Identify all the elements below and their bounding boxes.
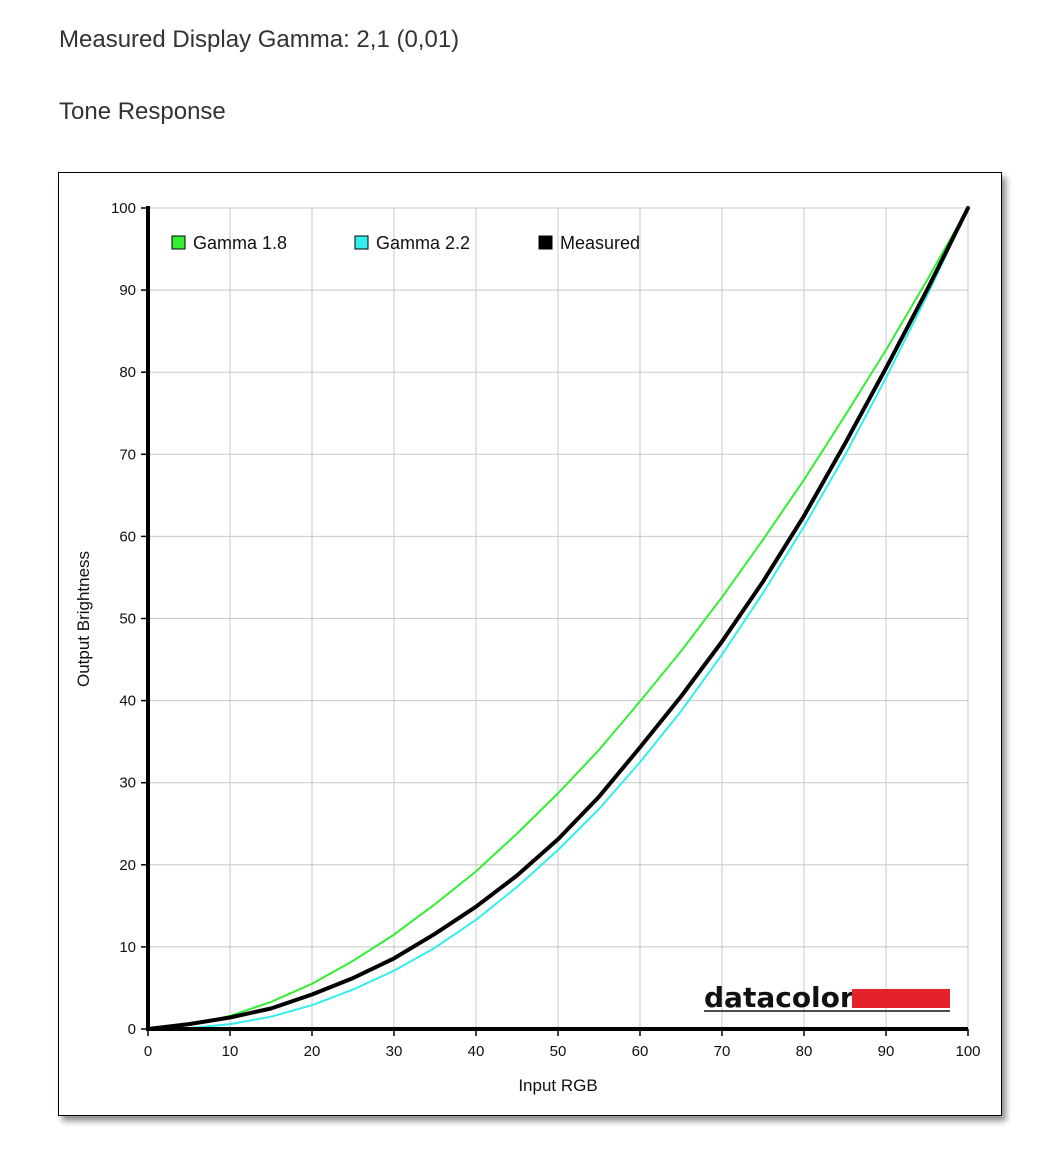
y-tick-label: 40 [119,693,136,710]
series-line-gamma-1-8 [147,207,969,1030]
tone-response-chart: 0 10 20 30 40 50 60 70 80 90 100 0 10 20 30 40 50 60 70 80 9… [58,172,1002,1116]
legend-item: Measured [538,233,640,253]
x-tick-label: 100 [955,1043,980,1060]
series-line-gamma-2-2 [147,207,969,1030]
x-tick-label: 70 [714,1043,731,1060]
x-tick-label: 10 [222,1043,239,1060]
x-tick-label: 40 [468,1043,485,1060]
chart-canvas: 0 10 20 30 40 50 60 70 80 90 100 0 10 20 30 40 50 60 70 80 9… [74,200,981,1095]
tone-response-heading: Tone Response [59,98,226,125]
legend-label: Measured [560,233,640,253]
legend-item: Gamma 2.2 [354,233,470,253]
series-lines [146,206,970,1031]
legend-label: Gamma 2.2 [376,233,470,253]
x-tick-label: 80 [796,1043,813,1060]
axes [141,206,969,1036]
grid-lines [147,207,969,1030]
brand-accent-bar [852,989,950,1008]
y-tick-label: 50 [119,611,136,628]
series-line-measured [146,206,970,1031]
y-tick-label: 70 [119,446,136,463]
legend-swatch [171,235,186,250]
x-tick-label: 50 [550,1043,567,1060]
y-tick-label: 100 [111,200,136,217]
brand-wordmark: datacolor [704,981,854,1014]
legend-swatch [538,235,553,250]
tick-labels: 0 10 20 30 40 50 60 70 80 90 100 0 10 20 30 40 50 60 70 80 9… [111,200,981,1060]
legend: Gamma 1.8 Gamma 2.2 Measured [171,233,640,253]
y-tick-label: 20 [119,857,136,874]
x-tick-label: 30 [386,1043,403,1060]
legend-label: Gamma 1.8 [193,233,287,253]
x-tick-label: 90 [878,1043,895,1060]
y-tick-label: 0 [128,1021,136,1038]
datacolor-logo: datacolor [704,981,950,1014]
x-tick-label: 60 [632,1043,649,1060]
legend-swatch [354,235,369,250]
y-tick-label: 10 [119,939,136,956]
y-tick-label: 90 [119,282,136,299]
y-tick-label: 60 [119,528,136,545]
x-axis-title: Input RGB [518,1076,597,1095]
y-axis-title: Output Brightness [74,551,93,687]
y-tick-label: 80 [119,364,136,381]
measured-gamma-heading: Measured Display Gamma: 2,1 (0,01) [59,26,460,53]
x-tick-label: 20 [304,1043,321,1060]
legend-item: Gamma 1.8 [171,233,287,253]
y-tick-label: 30 [119,775,136,792]
x-tick-label: 0 [144,1043,152,1060]
